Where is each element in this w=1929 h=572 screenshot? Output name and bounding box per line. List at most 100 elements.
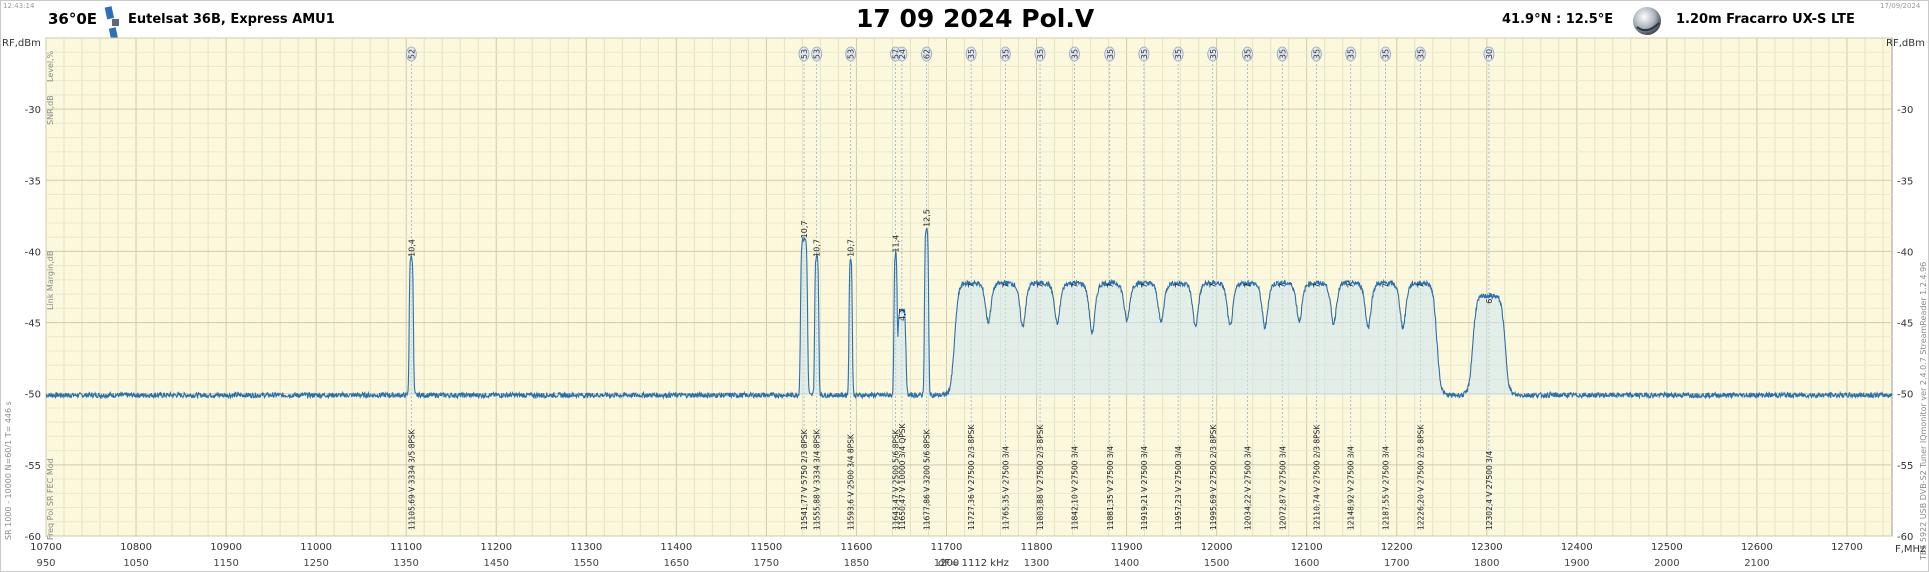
- snr-value-label: 7: [1106, 283, 1115, 288]
- satellite-name: Eutelsat 36B, Express AMU1: [128, 12, 335, 27]
- level-badge: [1242, 46, 1253, 62]
- transponder-info-label: 12187,55 V 27500 3/4: [1382, 446, 1391, 530]
- level-label: 35: [1106, 49, 1115, 59]
- level-label: 35: [967, 49, 976, 59]
- level-label: 35: [1382, 49, 1391, 59]
- level-axis-label: Level,%: [46, 50, 55, 82]
- x-tick-label: 11300: [570, 542, 602, 553]
- level-badge: [1207, 46, 1219, 62]
- transponder-info-label: 11650,47 V 10000 3/4 QPSK: [898, 422, 907, 530]
- column-legend: Freq Pol SR FEC Mod: [46, 458, 55, 540]
- if-tick-label: 1800: [1474, 558, 1499, 569]
- x-tick-label: 12500: [1651, 542, 1683, 553]
- if-tick-label: 1850: [844, 558, 869, 569]
- y-tick-label-left: -50: [25, 390, 41, 401]
- tuner-info: TBS 5922 USB DVB-S2 Tuner IQmonitor ver …: [1919, 262, 1928, 561]
- level-badge: [1380, 46, 1391, 62]
- snr-value-label: 4,7: [898, 308, 907, 321]
- snr-value-label: 10,7: [813, 239, 822, 257]
- level-label: 35: [1036, 49, 1045, 59]
- snr-value-label: 7: [1416, 283, 1425, 288]
- x-tick-label: 11200: [480, 542, 512, 553]
- if-tick-label: 1300: [1024, 558, 1049, 569]
- transponder-info-label: 11919,21 V 27500 3/4: [1140, 446, 1149, 530]
- snr-value-label: 10,7: [800, 221, 809, 239]
- x-tick-label: 11400: [660, 542, 692, 553]
- x-tick-label: 12000: [1201, 542, 1233, 553]
- level-label: 24: [898, 49, 907, 59]
- snr-value-label: 7: [1382, 283, 1391, 288]
- level-label: 30: [1485, 49, 1494, 59]
- level-badge: [999, 46, 1011, 62]
- y-tick-label-right: -40: [1897, 247, 1913, 258]
- spectrum-trace: [45, 227, 1893, 400]
- level-label: 35: [1174, 49, 1183, 59]
- y-tick-label-left: -45: [25, 319, 41, 330]
- y-tick-label-right: -30: [1897, 105, 1913, 116]
- transponder-info-label: 11105,69 V 3334 3/5 8PSK: [407, 428, 416, 530]
- y-tick-label-left: -60: [25, 532, 41, 543]
- x-tick-label: 12400: [1561, 542, 1593, 553]
- level-badge: [921, 46, 932, 62]
- chart-title: 17 09 2024 Pol.V: [856, 4, 1095, 33]
- snr-value-label: 7: [1312, 283, 1321, 288]
- level-label: 52: [407, 49, 416, 59]
- snr-value-label: 7: [1278, 283, 1287, 288]
- y-tick-label-left: -40: [25, 247, 41, 258]
- dish-info: 1.20m Fracarro UX-S LTE: [1676, 12, 1855, 27]
- transponder-info-label: 11727,36 V 27500 2/3 8PSK: [967, 424, 976, 530]
- level-badge: [1310, 46, 1322, 62]
- level-badge: [405, 46, 417, 62]
- snr-value-label: 10,4: [407, 239, 416, 257]
- orbital-position: 36°0E: [48, 10, 98, 28]
- link-margin-label: Link Margin,dB: [46, 251, 55, 310]
- y-tick-label-right: -45: [1897, 319, 1913, 330]
- transponder-info-label: 11555,88 V 3334 3/4 8PSK: [813, 428, 822, 530]
- if-tick-label: 1400: [1114, 558, 1139, 569]
- transponder-info-label: 11881,35 V 27500 3/4: [1106, 446, 1115, 530]
- x-tick-label: 12100: [1291, 542, 1323, 553]
- level-badge: [811, 46, 823, 62]
- if-tick-label: 1650: [664, 558, 689, 569]
- level-label: 35: [1209, 49, 1218, 59]
- transponder-info-label: 11842,10 V 27500 3/4: [1070, 446, 1079, 530]
- spectrum-fill: [46, 227, 1892, 398]
- if-tick-label: 1550: [574, 558, 599, 569]
- snr-value-label: 7: [1209, 283, 1218, 288]
- y-tick-label-right: -50: [1897, 390, 1913, 401]
- level-label: 35: [1140, 49, 1149, 59]
- y-axis-label-left: RF,dBm: [2, 38, 41, 49]
- x-tick-label: 11500: [750, 542, 782, 553]
- level-badge: [1414, 46, 1426, 62]
- y-tick-label-left: -30: [25, 105, 41, 116]
- transponder-info-label: 11803,88 V 27500 2/3 8PSK: [1036, 424, 1045, 530]
- x-tick-label: 12200: [1381, 542, 1413, 553]
- level-label: 35: [1416, 49, 1425, 59]
- level-label: 53: [800, 49, 809, 59]
- level-badge: [1138, 46, 1150, 62]
- transponder-info-label: 12302,4 V 27500 3/4: [1485, 451, 1494, 530]
- axes: -30 -30 -35 -35 -40 -40 -45 -45 -50 -50 -55 -55 -60 -…: [25, 105, 1914, 569]
- transponder-info-label: 11995,69 V 27500 2/3 8PSK: [1209, 424, 1218, 530]
- if-tick-label: 1200: [934, 558, 959, 569]
- header-bar: 12:43:14 36°0E Eutelsat 36B, Express AMU…: [0, 0, 1929, 41]
- transponder-info-label: 12110,74 V 27500 2/3 8PSK: [1312, 424, 1321, 530]
- x-tick-label: 11800: [1021, 542, 1053, 553]
- if-tick-label: 2100: [1744, 558, 1769, 569]
- level-label: 53: [847, 49, 856, 59]
- transponder-info-label: 11541,77 V 5750 2/3 8PSK: [800, 428, 809, 530]
- level-badge: [1069, 46, 1080, 62]
- level-badge: [1104, 46, 1116, 62]
- snr-value-label: 6: [1485, 299, 1494, 304]
- y-tick-label-left: -35: [25, 176, 41, 187]
- if-tick-label: 1900: [1564, 558, 1589, 569]
- if-tick-label: 1600: [1294, 558, 1319, 569]
- if-tick-label: 1250: [303, 558, 328, 569]
- if-tick-label: 1450: [484, 558, 509, 569]
- level-label: 53: [813, 49, 822, 59]
- snr-value-label: 11,4: [892, 235, 901, 253]
- snr-value-label: 12,5: [923, 209, 932, 227]
- transponder-markers: [405, 46, 1495, 530]
- x-tick-label: 11700: [931, 542, 963, 553]
